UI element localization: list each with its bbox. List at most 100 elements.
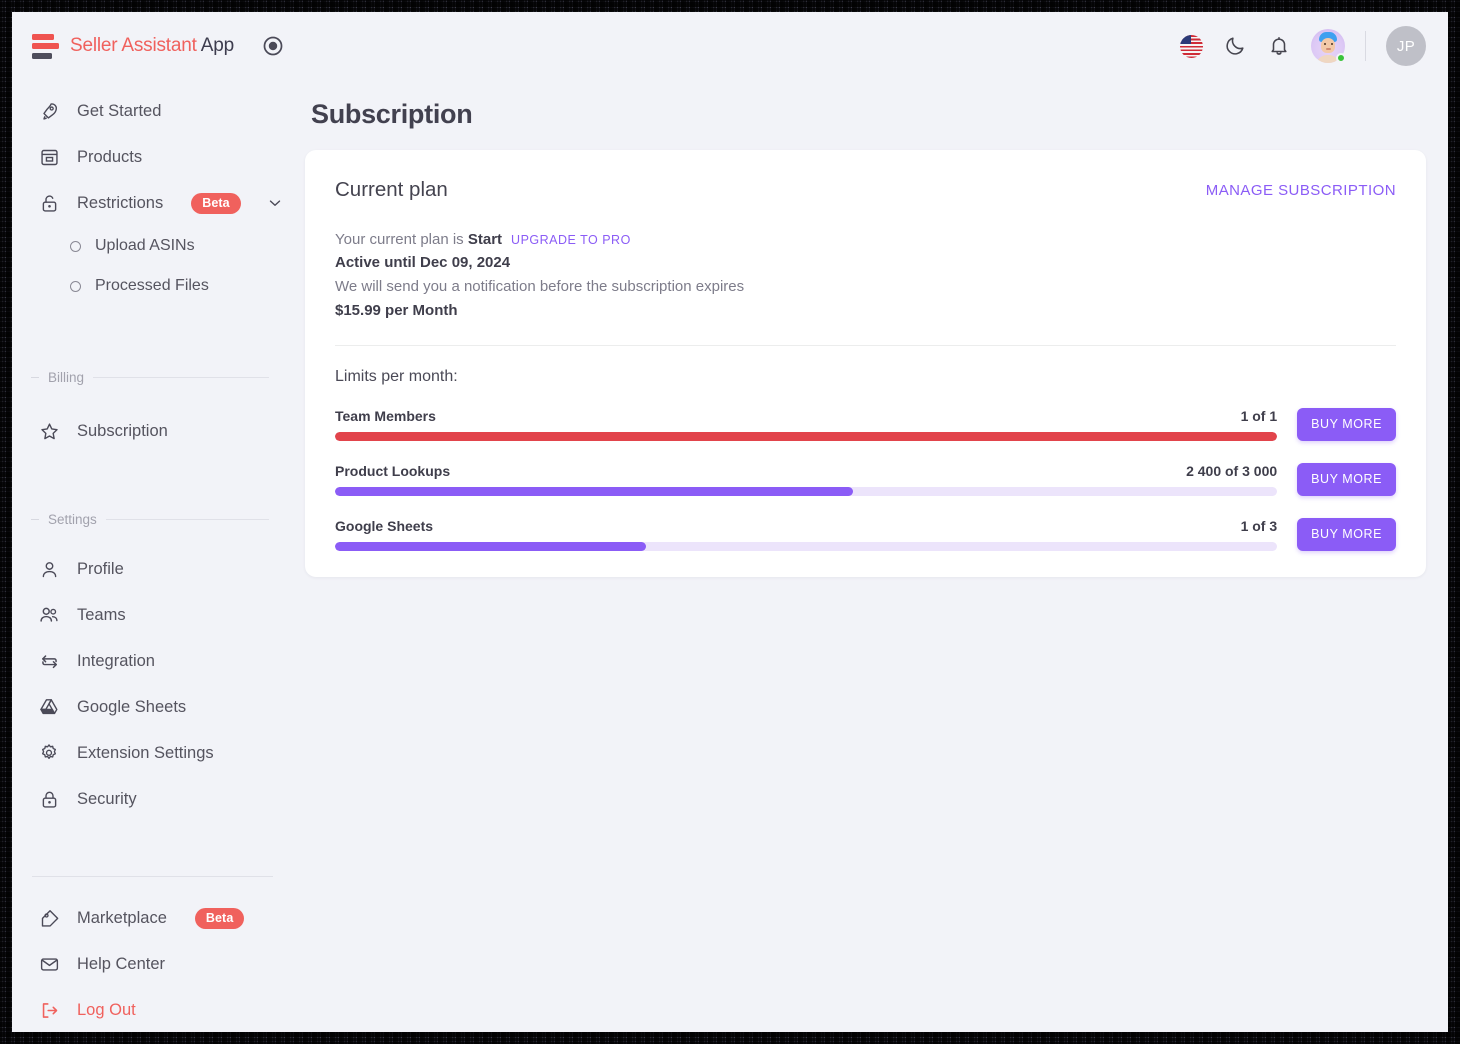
sidebar-subitem-upload-asins[interactable]: Upload ASINs	[12, 226, 293, 266]
limit-name: Google Sheets	[335, 517, 434, 534]
section-label: Billing	[48, 369, 85, 385]
divider	[105, 518, 269, 520]
top-bar-actions: JP	[1180, 26, 1448, 66]
divider	[1365, 31, 1366, 61]
rocket-icon	[37, 99, 61, 123]
beta-badge: Beta	[191, 192, 241, 214]
upgrade-to-pro-link[interactable]: UPGRADE TO PRO	[511, 233, 631, 247]
section-header-settings: Settings	[12, 504, 293, 534]
brand-name-dark: App	[200, 35, 234, 56]
limit-count: 1 of 3	[1240, 517, 1278, 534]
limit-row-team-members: Team Members 1 of 1 BUY MORE	[335, 407, 1396, 441]
sidebar-item-get-started[interactable]: Get Started	[12, 88, 293, 134]
buy-more-button[interactable]: BUY MORE	[1297, 462, 1396, 496]
limit-body: Google Sheets 1 of 3	[335, 518, 1278, 551]
sidebar-item-label: Marketplace	[77, 908, 167, 927]
notification-note: We will send you a notification before t…	[335, 278, 745, 296]
limit-name: Product Lookups	[335, 462, 451, 479]
limit-count: 2 400 of 3 000	[1186, 462, 1278, 479]
sidebar-item-marketplace[interactable]: Marketplace Beta	[12, 895, 293, 941]
divider	[31, 376, 39, 378]
sidebar-item-label: Profile	[77, 559, 124, 578]
plan-price: $15.99 per Month	[335, 301, 458, 319]
sidebar-item-subscription[interactable]: Subscription	[12, 408, 293, 454]
current-plan-name: Start	[467, 231, 503, 248]
limit-name: Team Members	[335, 407, 436, 424]
record-icon[interactable]	[262, 35, 284, 57]
bullet-icon	[70, 240, 81, 252]
brand-logo[interactable]: Seller Assistant App	[12, 33, 284, 60]
beta-badge: Beta	[194, 907, 245, 929]
sidebar-item-label: Subscription	[77, 421, 168, 440]
card-title: Current plan	[335, 178, 448, 201]
brand-name: Seller Assistant App	[70, 35, 234, 57]
unlock-icon	[37, 191, 61, 215]
sidebar: Get Started Products Restrictions Beta U…	[12, 80, 293, 1032]
avatar-image	[1311, 29, 1345, 63]
sidebar-item-restrictions[interactable]: Restrictions Beta	[12, 180, 293, 226]
us-flag-icon[interactable]	[1180, 34, 1203, 58]
moon-icon[interactable]	[1223, 34, 1247, 58]
sidebar-subitem-label: Processed Files	[95, 277, 209, 294]
sidebar-item-log-out[interactable]: Log Out	[12, 987, 293, 1032]
limit-progress-bar	[335, 541, 1278, 551]
sidebar-item-label: Products	[77, 147, 143, 166]
chevron-down-icon[interactable]	[266, 194, 284, 212]
sidebar-item-label: Restrictions	[77, 193, 164, 212]
buy-more-button[interactable]: BUY MORE	[1297, 407, 1396, 441]
section-header-billing: Billing	[12, 362, 293, 392]
sidebar-item-label: Help Center	[77, 954, 166, 973]
sidebar-item-label: Security	[77, 789, 137, 808]
sidebar-item-label: Log Out	[77, 1000, 136, 1019]
limit-header: Product Lookups 2 400 of 3 000	[335, 463, 1277, 479]
star-icon	[37, 419, 61, 443]
avatar[interactable]	[1311, 29, 1346, 63]
top-bar: Seller Assistant App	[12, 12, 1448, 80]
envelope-icon	[37, 952, 61, 976]
sidebar-item-label: Extension Settings	[77, 743, 214, 762]
sidebar-item-google-sheets[interactable]: Google Sheets	[12, 684, 293, 730]
page-title: Subscription	[311, 99, 473, 129]
user-icon	[37, 557, 61, 581]
bell-icon[interactable]	[1267, 34, 1291, 58]
sidebar-item-help-center[interactable]: Help Center	[12, 941, 293, 987]
active-until: Active until Dec 09, 2024	[335, 254, 511, 272]
bullet-icon	[70, 280, 81, 292]
sidebar-item-security[interactable]: Security	[12, 776, 293, 822]
manage-subscription-link[interactable]: MANAGE SUBSCRIPTION	[1205, 182, 1396, 199]
limit-count: 1 of 1	[1240, 407, 1278, 424]
current-plan-card: Current plan MANAGE SUBSCRIPTION Your cu…	[305, 150, 1426, 577]
limit-body: Product Lookups 2 400 of 3 000	[335, 463, 1278, 496]
limit-header: Team Members 1 of 1	[335, 408, 1277, 424]
sidebar-subitem-processed-files[interactable]: Processed Files	[12, 266, 293, 306]
limit-progress-fill	[335, 431, 1278, 441]
sidebar-item-extension-settings[interactable]: Extension Settings	[12, 730, 293, 776]
limit-row-google-sheets: Google Sheets 1 of 3 BUY MORE	[335, 517, 1396, 551]
app-window: Seller Assistant App	[12, 12, 1448, 1032]
box-icon	[37, 145, 61, 169]
logo-mark-icon	[32, 33, 59, 60]
user-initials-badge[interactable]: JP	[1386, 26, 1426, 66]
limit-row-product-lookups: Product Lookups 2 400 of 3 000 BUY MORE	[335, 462, 1396, 496]
limit-progress-fill	[335, 486, 854, 496]
sidebar-item-label: Teams	[77, 605, 126, 624]
lock-icon	[37, 787, 61, 811]
online-status-dot	[1336, 53, 1346, 63]
tag-icon	[37, 906, 61, 930]
sidebar-item-teams[interactable]: Teams	[12, 592, 293, 638]
sidebar-divider	[32, 876, 273, 877]
sidebar-item-profile[interactable]: Profile	[12, 546, 293, 592]
main-content: Subscription Current plan MANAGE SUBSCRI…	[293, 80, 1448, 1032]
sidebar-item-label: Get Started	[77, 101, 162, 120]
current-plan-prefix: Your current plan is	[335, 231, 468, 248]
card-header: Current plan MANAGE SUBSCRIPTION	[335, 178, 1396, 202]
google-drive-icon	[37, 695, 61, 719]
users-icon	[37, 603, 61, 627]
sidebar-item-products[interactable]: Products	[12, 134, 293, 180]
sidebar-item-label: Google Sheets	[77, 697, 187, 716]
limit-header: Google Sheets 1 of 3	[335, 518, 1277, 534]
sidebar-item-integration[interactable]: Integration	[12, 638, 293, 684]
section-label: Settings	[48, 511, 97, 527]
logout-icon	[37, 998, 61, 1022]
buy-more-button[interactable]: BUY MORE	[1297, 517, 1396, 551]
